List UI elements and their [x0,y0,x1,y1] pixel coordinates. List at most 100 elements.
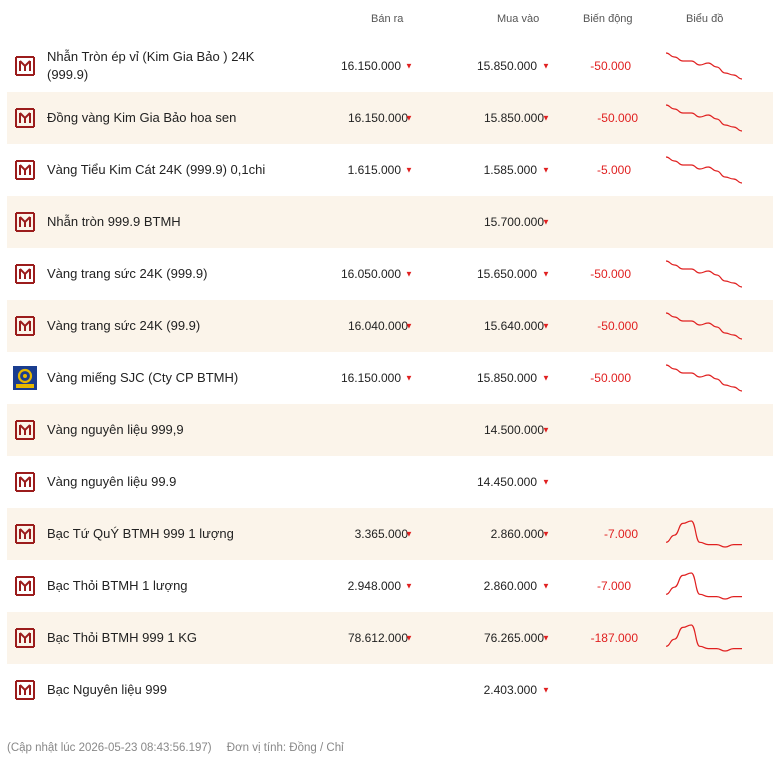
buy-price: 2.860.000 [483,579,537,593]
sparkline-path [665,572,742,600]
buy-down-arrow-icon: ▼ [542,685,550,695]
sell-down-arrow-icon: ▼ [405,321,413,331]
btmh-logo-icon [13,210,37,234]
table-row[interactable]: Nhẫn tròn 999.9 BTMH 15.700.000 ▼ [7,196,773,248]
buy-price: 15.850.000 [476,371,537,385]
sell-price: 16.150.000 [340,371,401,385]
table-row[interactable]: Vàng Tiểu Kim Cát 24K (999.9) 0,1chi 1.61… [0,144,773,196]
sparkline-path [665,104,743,132]
sparkline-path [665,312,743,340]
table-row[interactable]: Vàng trang sức 24K (999.9) 16.050.000 ▼ 15.… [0,248,773,300]
table-row[interactable]: Vàng nguyên liệu 99.9 14.450.000 ▼ [0,456,773,508]
sell-down-arrow-icon: ▼ [405,529,413,539]
sparkline-chart[interactable] [664,517,744,551]
price-change: -50.000 [590,267,631,281]
btmh-logo-icon [13,626,37,650]
buy-price: 15.850.000 [483,111,544,125]
sparkline-chart[interactable] [664,569,744,603]
buy-down-arrow-icon: ▼ [542,269,550,279]
price-change: -5.000 [596,163,631,177]
sell-price: 1.615.000 [347,163,401,177]
sell-down-arrow-icon: ▼ [405,373,413,383]
product-name: Vàng nguyên liệu 99.9 [47,474,177,489]
buy-down-arrow-icon: ▼ [542,529,550,539]
sell-price: 2.948.000 [347,579,401,593]
btmh-logo-icon [13,262,37,286]
sparkline-chart[interactable] [664,257,744,291]
product-name: Nhẫn Tròn ép vỉ (Kim Gia Bảo ) 24K (999.… [47,49,255,82]
product-name: Vàng Tiểu Kim Cát 24K (999.9) 0,1chi [47,162,266,177]
product-name: Đồng vàng Kim Gia Bảo hoa sen [47,110,237,125]
sparkline-path [665,520,742,548]
sparkline-chart[interactable] [664,309,744,343]
buy-down-arrow-icon: ▼ [542,581,550,591]
product-name: Vàng nguyên liệu 999,9 [47,422,184,437]
unit-note: Đơn vị tính: Đồng / Chỉ [226,742,344,754]
buy-column-header: Mua vào [497,13,540,25]
table-row[interactable]: Nhẫn Tròn ép vỉ (Kim Gia Bảo ) 24K (999.… [0,40,773,92]
updated-timestamp: (Cập nhật lúc 2026-05-23 08:43:56.197) [7,742,212,754]
product-name: Bạc Tứ QuÝ BTMH 999 1 lượng [47,526,234,541]
sell-price: 78.612.000 [347,631,408,645]
btmh-logo-icon [13,314,37,338]
buy-down-arrow-icon: ▼ [542,633,550,643]
buy-price: 76.265.000 [483,631,544,645]
table-footer: (Cập nhật lúc 2026-05-23 08:43:56.197) Đ… [7,742,356,754]
product-name: Vàng miếng SJC (Cty CP BTMH) [47,370,239,385]
price-change: -50.000 [597,319,638,333]
buy-down-arrow-icon: ▼ [542,373,550,383]
price-change: -7.000 [603,527,638,541]
product-name: Bạc Thỏi BTMH 1 lượng [47,578,188,593]
buy-price: 15.700.000 [483,215,544,229]
table-row[interactable]: Bạc Thỏi BTMH 999 1 KG 78.612.000 ▼ 76.265.… [7,612,773,664]
table-row[interactable]: Vàng miếng SJC (Cty CP BTMH) 16.150.000 ▼ 1… [0,352,773,404]
sparkline-chart[interactable] [664,621,744,655]
table-row[interactable]: Bạc Nguyên liệu 999 2.403.000 ▼ [0,664,773,716]
sparkline-chart[interactable] [664,101,744,135]
buy-price: 1.585.000 [483,163,537,177]
buy-price: 15.850.000 [476,59,537,73]
sparkline-chart[interactable] [664,361,744,395]
buy-price: 14.500.000 [483,423,544,437]
buy-down-arrow-icon: ▼ [542,61,550,71]
sparkline-chart[interactable] [664,49,744,83]
sell-down-arrow-icon: ▼ [405,61,413,71]
product-name: Nhẫn tròn 999.9 BTMH [47,214,181,229]
sell-down-arrow-icon: ▼ [405,581,413,591]
table-row[interactable]: Bạc Thỏi BTMH 1 lượng 2.948.000 ▼ 2.860.000… [0,560,773,612]
buy-down-arrow-icon: ▼ [542,477,550,487]
sparkline-chart[interactable] [664,153,744,187]
btmh-logo-icon [13,158,37,182]
price-change: -50.000 [597,111,638,125]
table-row[interactable]: Đồng vàng Kim Gia Bảo hoa sen 16.150.000 ▼… [7,92,773,144]
sell-down-arrow-icon: ▼ [405,633,413,643]
price-change: -7.000 [596,579,631,593]
sell-price: 16.050.000 [340,267,401,281]
table-row[interactable]: Bạc Tứ QuÝ BTMH 999 1 lượng 3.365.000 ▼ 2.8… [7,508,773,560]
buy-price: 2.403.000 [483,683,537,697]
btmh-logo-icon [13,574,37,598]
table-body: Nhẫn Tròn ép vỉ (Kim Gia Bảo ) 24K (999.… [0,40,773,716]
price-table: Bán ra Mua vào Biến động Biểu đồ Nhẫn Tr… [0,0,773,716]
product-name: Bạc Nguyên liệu 999 [47,682,167,697]
btmh-logo-icon [13,522,37,546]
product-name: Vàng trang sức 24K (999.9) [47,266,208,281]
sparkline-path [665,624,742,652]
price-change: -50.000 [590,59,631,73]
sell-down-arrow-icon: ▼ [405,269,413,279]
sparkline-path [665,260,743,288]
buy-price: 2.860.000 [490,527,544,541]
table-header: Bán ra Mua vào Biến động Biểu đồ [0,0,773,40]
btmh-logo-icon [13,106,37,130]
btmh-logo-icon [13,470,37,494]
sparkline-path [665,52,743,80]
buy-price: 15.650.000 [476,267,537,281]
product-name: Vàng trang sức 24K (99.9) [47,318,201,333]
sparkline-path [665,364,743,392]
buy-price: 15.640.000 [483,319,544,333]
table-row[interactable]: Vàng nguyên liệu 999,9 14.500.000 ▼ [7,404,773,456]
buy-price: 14.450.000 [476,475,537,489]
table-row[interactable]: Vàng trang sức 24K (99.9) 16.040.000 ▼ 15.6… [7,300,773,352]
price-change: -187.000 [590,631,638,645]
product-name: Bạc Thỏi BTMH 999 1 KG [47,630,198,645]
